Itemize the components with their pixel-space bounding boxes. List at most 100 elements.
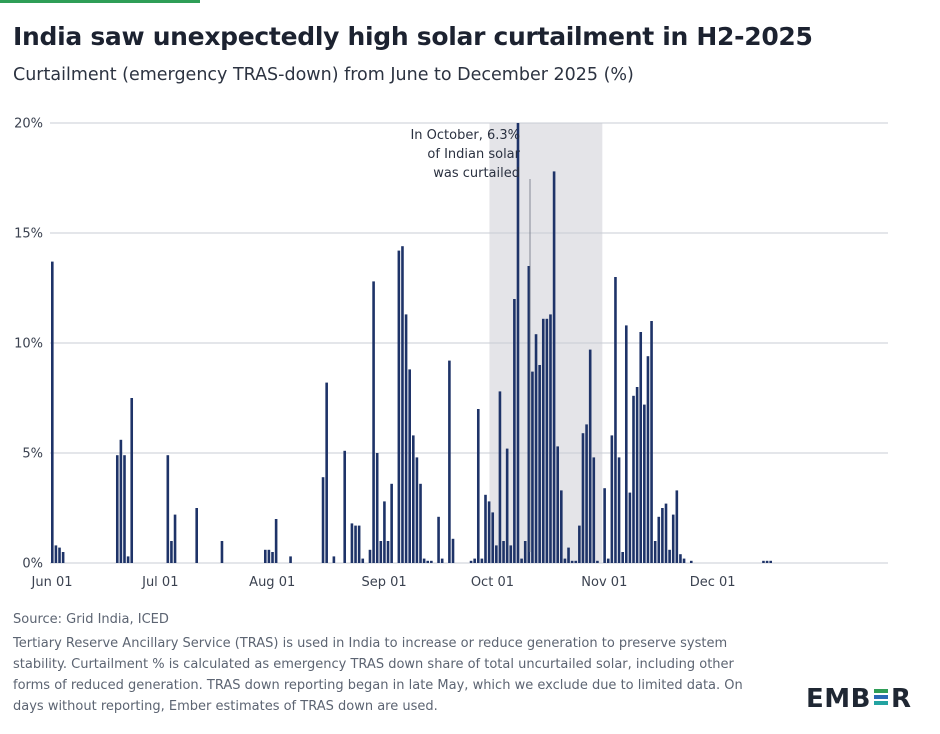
- bar-day-171: [668, 549, 671, 563]
- logo-text-left: EMB: [806, 684, 871, 714]
- bar-day-22: [130, 398, 134, 563]
- top-accent-bar: [0, 0, 200, 3]
- bar-day-83: [350, 523, 354, 563]
- bar-day-198: [765, 560, 769, 563]
- bar-day-76: [325, 382, 328, 563]
- bar-day-177: [689, 560, 693, 563]
- bar-day-90: [375, 453, 379, 563]
- bar-day-169: [661, 508, 664, 563]
- bar-day-84: [354, 525, 357, 563]
- bar-day-139: [552, 171, 556, 563]
- bar-day-66: [289, 556, 292, 563]
- bar-day-20: [123, 455, 126, 563]
- y-tick-label: 0%: [22, 557, 43, 572]
- bar-day-166: [650, 321, 653, 563]
- bar-day-130: [520, 558, 523, 563]
- bar-day-59: [263, 549, 267, 563]
- bar-day-96: [397, 250, 401, 563]
- bar-day-34: [173, 514, 177, 563]
- y-tick-label: 20%: [14, 117, 43, 132]
- bar-day-61: [271, 552, 274, 563]
- bar-day-119: [480, 558, 484, 563]
- bar-day-108: [440, 558, 444, 563]
- bar-day-2: [58, 547, 61, 563]
- bar-day-168: [657, 516, 661, 563]
- bar-day-116: [469, 560, 473, 563]
- bar-day-155: [610, 435, 614, 563]
- bar-day-94: [390, 483, 393, 563]
- y-tick-label: 5%: [22, 447, 43, 462]
- bar-day-105: [430, 560, 433, 563]
- bar-day-160: [628, 492, 632, 563]
- bar-day-142: [563, 558, 567, 563]
- bar-day-62: [274, 519, 278, 563]
- bar-day-99: [408, 369, 411, 563]
- bar-day-170: [664, 503, 668, 563]
- y-tick-label: 10%: [14, 337, 43, 352]
- bar-day-88: [368, 549, 372, 563]
- bar-day-150: [592, 457, 596, 563]
- bar-day-173: [675, 490, 679, 563]
- chart-title: India saw unexpectedly high solar curtai…: [13, 22, 813, 51]
- bar-day-104: [426, 560, 430, 563]
- bar-day-1: [54, 545, 58, 563]
- bar-day-199: [769, 560, 772, 563]
- bar-day-0: [51, 261, 54, 563]
- bar-day-174: [679, 554, 682, 563]
- bar-day-124: [498, 391, 502, 563]
- bar-day-167: [653, 541, 657, 563]
- bar-day-19: [119, 439, 123, 563]
- bar-day-135: [538, 365, 541, 563]
- bar-day-162: [635, 387, 639, 563]
- bar-day-78: [332, 556, 336, 563]
- bar-day-144: [570, 560, 574, 563]
- bar-day-120: [484, 494, 487, 563]
- bar-day-143: [567, 547, 570, 563]
- source-note: Source: Grid India, ICED: [13, 612, 169, 627]
- x-tick-label: Nov 01: [581, 575, 627, 590]
- chart-subtitle: Curtailment (emergency TRAS-down) from J…: [13, 65, 634, 85]
- methodology-note: Tertiary Reserve Ancillary Service (TRAS…: [13, 636, 743, 714]
- bar-day-97: [401, 246, 404, 563]
- bar-day-125: [502, 541, 505, 563]
- bar-day-156: [614, 277, 617, 563]
- annotation-line-1: In October, 6.3%: [410, 128, 520, 143]
- ember-logo: EMB R: [806, 684, 911, 714]
- bar-day-93: [386, 541, 390, 563]
- bar-day-133: [531, 371, 534, 563]
- bar-day-110: [448, 360, 451, 563]
- x-tick-label: Oct 01: [471, 575, 514, 590]
- bar-day-100: [412, 435, 415, 563]
- bar-day-81: [343, 450, 347, 563]
- bar-day-153: [603, 488, 606, 563]
- bar-day-89: [372, 281, 375, 563]
- bar-day-145: [574, 560, 578, 563]
- bar-day-149: [588, 349, 592, 563]
- bar-day-33: [170, 541, 173, 563]
- bar-chart: 0% 5% 10% 15% 20% Jun 01 Jul 01 Aug 01 Sep 01 Oct…: [14, 117, 888, 590]
- bar-day-101: [415, 457, 419, 563]
- bar-day-136: [541, 318, 545, 563]
- bar-day-32: [166, 455, 170, 563]
- bar-day-107: [437, 516, 440, 563]
- bar-day-138: [549, 314, 552, 563]
- bar-day-127: [509, 545, 513, 563]
- bar-day-98: [404, 314, 408, 563]
- bar-day-159: [624, 325, 628, 563]
- bar-day-157: [617, 457, 621, 563]
- bar-day-161: [632, 395, 635, 563]
- bar-day-146: [578, 525, 581, 563]
- bar-day-137: [545, 318, 549, 563]
- bar-day-92: [383, 501, 386, 563]
- bar-day-165: [646, 356, 650, 563]
- bar-day-163: [639, 332, 643, 563]
- bar-day-103: [422, 558, 426, 563]
- x-tick-label: Aug 01: [249, 575, 295, 590]
- bar-day-129: [516, 123, 520, 563]
- x-tick-label: Sep 01: [362, 575, 407, 590]
- bar-day-126: [505, 448, 509, 563]
- bar-day-3: [61, 552, 65, 563]
- bar-day-164: [643, 404, 646, 563]
- bar-day-85: [357, 525, 361, 563]
- bar-day-158: [621, 552, 624, 563]
